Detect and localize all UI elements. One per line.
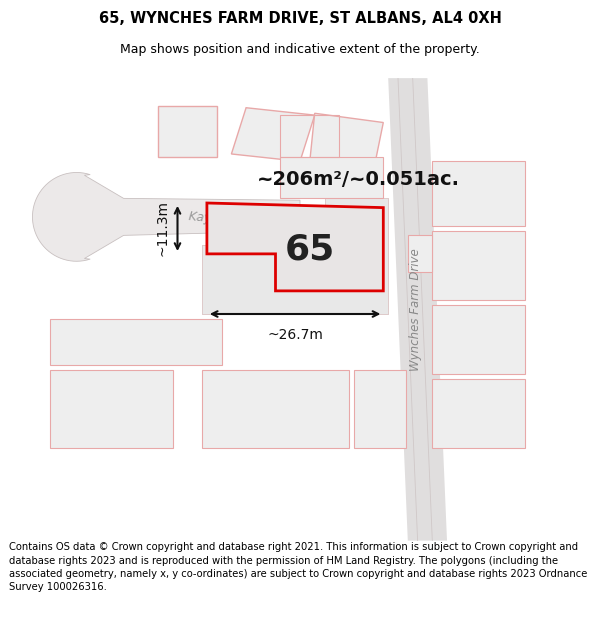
- Text: Kay Walk: Kay Walk: [188, 210, 245, 227]
- Text: 65, WYNCHES FARM DRIVE, ST ALBANS, AL4 0XH: 65, WYNCHES FARM DRIVE, ST ALBANS, AL4 0…: [98, 11, 502, 26]
- Text: Map shows position and indicative extent of the property.: Map shows position and indicative extent…: [120, 42, 480, 56]
- Text: ~206m²/~0.051ac.: ~206m²/~0.051ac.: [257, 171, 460, 189]
- Text: Contains OS data © Crown copyright and database right 2021. This information is : Contains OS data © Crown copyright and d…: [9, 542, 587, 592]
- Polygon shape: [202, 198, 388, 314]
- Polygon shape: [232, 107, 315, 161]
- Text: ~26.7m: ~26.7m: [267, 328, 323, 342]
- Text: 65: 65: [284, 232, 335, 266]
- Polygon shape: [433, 161, 526, 226]
- Polygon shape: [50, 369, 173, 448]
- Text: Wynches Farm Drive: Wynches Farm Drive: [409, 248, 422, 371]
- Polygon shape: [433, 231, 526, 300]
- Polygon shape: [388, 78, 447, 541]
- Polygon shape: [50, 319, 221, 365]
- Polygon shape: [310, 113, 383, 171]
- Polygon shape: [158, 106, 217, 157]
- Polygon shape: [433, 379, 526, 448]
- Polygon shape: [202, 369, 349, 448]
- Polygon shape: [433, 305, 526, 374]
- Polygon shape: [32, 173, 300, 261]
- Text: ~11.3m: ~11.3m: [155, 201, 170, 256]
- Polygon shape: [207, 203, 383, 291]
- Polygon shape: [354, 369, 406, 448]
- Polygon shape: [408, 236, 433, 272]
- Polygon shape: [280, 157, 383, 198]
